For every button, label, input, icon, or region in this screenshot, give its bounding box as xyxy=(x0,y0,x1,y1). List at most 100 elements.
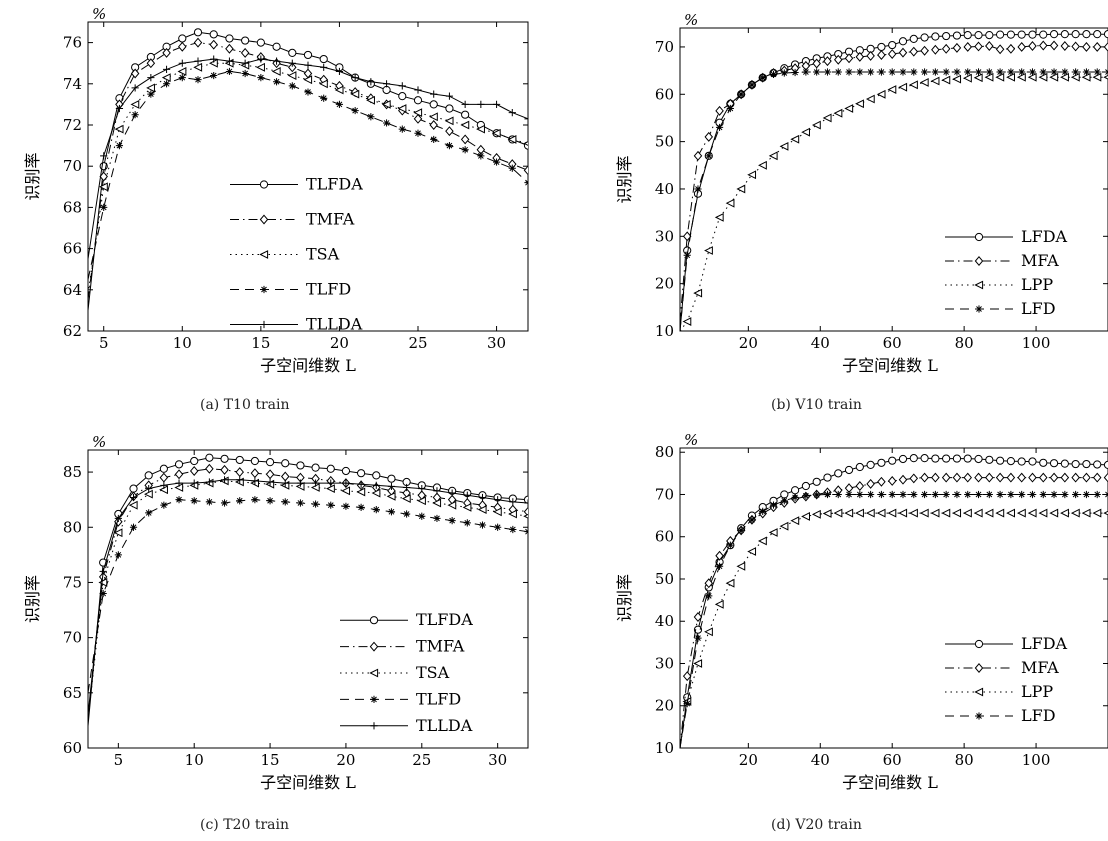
data-point-c-TLFD xyxy=(145,509,153,517)
data-point-c-TLFDA xyxy=(235,455,244,465)
y-tick-label-a: 68 xyxy=(63,198,82,216)
data-point-d-LPP xyxy=(963,508,972,518)
data-point-a-TLFDA xyxy=(398,92,407,101)
data-point-c-TLFD xyxy=(342,502,350,510)
data-point-a-TLFD xyxy=(445,142,454,150)
data-point-d-MFA xyxy=(866,478,875,489)
data-point-a-TLFD xyxy=(225,67,234,76)
data-point-d-MFA xyxy=(941,472,951,483)
data-point-d-MFA xyxy=(887,475,897,486)
data-point-b-LFDA xyxy=(1060,30,1069,39)
data-point-c-TLLDA xyxy=(463,491,471,499)
data-point-b-LFD xyxy=(920,68,929,76)
data-point-a-TSA xyxy=(271,67,281,76)
x-tick-label-d: 20 xyxy=(739,751,758,769)
y-tick-label-a: 64 xyxy=(63,281,82,299)
y-tick-label-c: 80 xyxy=(63,518,82,536)
data-point-d-LFD xyxy=(813,491,821,499)
data-point-a-TSA xyxy=(366,95,375,105)
legend-c: TLFDA TMFA TSA TLFD TLLDA xyxy=(340,610,473,735)
data-point-d-LFDA xyxy=(1093,460,1102,469)
data-point-b-LFDA xyxy=(898,37,908,46)
data-point-d-MFA xyxy=(1071,472,1080,483)
caption-c: (c) T20 train xyxy=(200,817,289,833)
data-point-a-TLFDA xyxy=(209,30,218,39)
legend-marker-a-TSA xyxy=(259,250,269,259)
legend-marker-a-TLFDA xyxy=(259,180,269,189)
data-point-b-LFD xyxy=(726,104,734,113)
data-point-b-MFA xyxy=(963,41,972,52)
data-point-a-TSA xyxy=(444,116,454,126)
x-axis-label-d: 子空间维数 L xyxy=(842,773,938,792)
data-point-a-TLFD xyxy=(257,74,265,82)
data-point-a-TLLDA xyxy=(398,82,406,90)
data-point-b-LFD xyxy=(953,68,961,76)
data-point-d-LFD xyxy=(823,490,832,499)
data-point-c-TLFD xyxy=(478,521,487,529)
data-point-d-LFD xyxy=(974,490,983,499)
data-point-c-TLFD xyxy=(205,498,213,506)
data-point-a-TLLDA xyxy=(210,55,218,63)
data-point-a-TLLDA xyxy=(414,86,422,94)
x-tick-label-c: 5 xyxy=(114,751,124,769)
data-point-a-TLLDA xyxy=(367,78,375,86)
data-point-d-LPP xyxy=(1049,508,1059,518)
x-tick-label-d: 40 xyxy=(811,751,830,769)
data-point-c-TLLDA xyxy=(190,479,198,487)
data-point-d-LPP xyxy=(747,547,757,556)
data-point-a-TSA xyxy=(177,67,187,76)
y-tick-label-d: 60 xyxy=(655,528,674,546)
legend-b: LFDA MFA LPP LFD xyxy=(945,227,1068,318)
data-point-b-MFA xyxy=(931,44,940,55)
data-point-a-TMFA xyxy=(178,41,187,52)
data-point-b-LFDA xyxy=(888,40,897,50)
data-point-a-TLLDA xyxy=(335,67,344,76)
data-point-c-TLLDA xyxy=(387,482,396,491)
data-point-d-LFD xyxy=(856,490,864,499)
data-point-a-TMFA xyxy=(162,47,171,58)
data-point-b-LFD xyxy=(1050,68,1058,76)
data-point-c-TLLDA xyxy=(145,485,153,493)
legend-d: LFDA MFA LPP LFD xyxy=(945,634,1068,725)
series-a-TSA xyxy=(88,58,528,294)
y-tick-label-c: 65 xyxy=(63,684,82,702)
data-point-a-TLFDA xyxy=(319,54,328,64)
data-point-d-LPP xyxy=(779,521,789,531)
data-point-d-LFDA xyxy=(942,454,951,463)
data-point-b-LFD xyxy=(834,68,842,76)
legend-marker-a-TMFA xyxy=(259,214,269,225)
data-point-a-TMFA xyxy=(288,62,297,73)
y-tick-label-b: 50 xyxy=(655,133,674,151)
data-point-b-MFA xyxy=(704,131,714,142)
series-line-c-TLLDA xyxy=(88,479,528,715)
data-point-b-LFDA xyxy=(1071,30,1080,39)
data-point-c-TLLDA xyxy=(236,476,244,484)
data-point-d-LFDA xyxy=(888,456,897,465)
data-point-d-LPP xyxy=(693,659,703,668)
data-point-a-TLFDA xyxy=(272,42,281,51)
data-point-d-LPP xyxy=(1060,508,1069,518)
data-point-c-TLLDA xyxy=(372,481,380,489)
legend-label-d-LFD: LFD xyxy=(1021,706,1056,725)
data-point-d-LPP xyxy=(1038,508,1048,518)
data-point-b-LPP xyxy=(919,78,929,87)
data-point-d-LPP xyxy=(973,508,983,518)
data-point-c-TLFD xyxy=(448,517,456,525)
data-point-d-LPP xyxy=(1016,508,1026,518)
data-point-b-MFA xyxy=(974,41,983,52)
data-point-a-TMFA xyxy=(413,113,423,124)
data-point-d-LFDA xyxy=(974,454,983,464)
data-point-c-TLFDA xyxy=(326,464,335,473)
data-point-d-LPP xyxy=(1081,508,1091,518)
legend-label-a-TLLDA: TLLDA xyxy=(306,315,363,334)
data-point-b-MFA xyxy=(909,46,919,57)
data-point-b-LFD xyxy=(802,68,810,76)
data-point-b-LFDA xyxy=(1028,30,1037,39)
data-point-a-TSA xyxy=(161,73,171,83)
data-point-d-MFA xyxy=(1006,472,1016,483)
data-point-d-LFDA xyxy=(834,469,843,478)
data-point-b-LFD xyxy=(759,74,767,82)
data-point-a-TMFA xyxy=(460,134,470,145)
legend-marker-d-LPP xyxy=(974,687,984,697)
data-point-a-TLLDA xyxy=(430,90,438,98)
